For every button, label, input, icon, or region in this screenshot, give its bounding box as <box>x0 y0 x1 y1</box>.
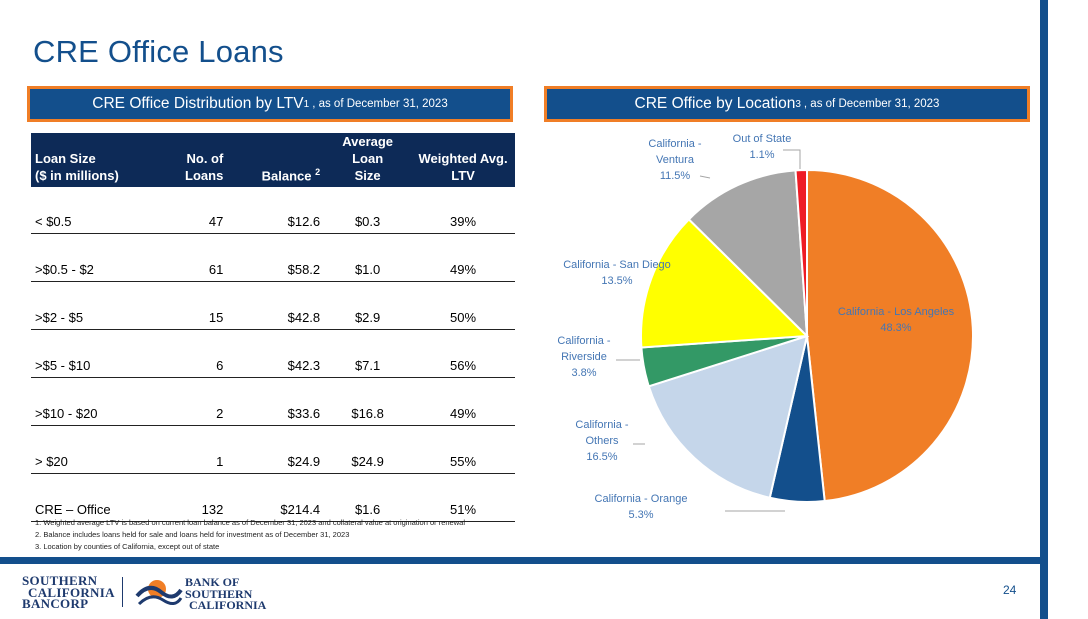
footnote-2: 2. Balance includes loans held for sale … <box>35 530 350 539</box>
table-row: < $0.5 47 $12.6 $0.3 39% <box>31 187 515 234</box>
bottom-accent-bar <box>0 557 1040 564</box>
right-accent-bar <box>1040 0 1048 619</box>
location-pie-chart: California - Los Angeles 48.3% California … <box>557 133 974 521</box>
col-header-avg-loan-size: Average Loan Size <box>324 133 412 187</box>
pie-slice-california-ventura <box>687 169 809 339</box>
col-header-weighted-ltv: Weighted Avg. LTV <box>411 133 515 187</box>
pie-slice-out-of-state <box>794 168 808 337</box>
bank-wave-logo-icon <box>135 580 183 606</box>
ltv-distribution-table: Loan Size ($ in millions) No. of Loans Bal… <box>31 133 515 522</box>
pie-leader-line <box>783 149 801 169</box>
col-header-balance: Balance 2 <box>237 133 325 187</box>
table-row: >$2 - $5 15 $42.8 $2.9 50% <box>31 281 515 330</box>
southern-california-bancorp-logo: SOUTHERN CALIFORNIA BANCORP <box>22 573 115 611</box>
location-header-date: , as of December 31, 2023 <box>803 98 940 110</box>
pie-data-label: Out of State 1.1% <box>733 133 792 161</box>
table-total-row: CRE – Office 132 $214.4 $1.6 51% <box>31 473 515 522</box>
page-number: 24 <box>1003 583 1017 597</box>
location-header-main: CRE Office by Location <box>634 95 796 112</box>
pie-leader-line <box>699 175 711 179</box>
ltv-section-header: CRE Office Distribution by LTV 1, as of D… <box>27 86 513 122</box>
footnote-1: 1. Weighted average LTV is based on curr… <box>35 518 465 527</box>
logo-divider <box>122 577 123 607</box>
ltv-header-date: , as of December 31, 2023 <box>312 98 448 110</box>
table-row: >$5 - $10 6 $42.3 $7.1 56% <box>31 329 515 378</box>
pie-data-label: California -Riverside 3.8% <box>557 335 611 379</box>
col-header-loan-size: Loan Size ($ in millions) <box>31 133 162 187</box>
pie-data-label: California -Ventura 11.5% <box>648 138 702 182</box>
table-row: >$10 - $20 2 $33.6 $16.8 49% <box>31 377 515 426</box>
pie-slice-california-san-diego <box>640 217 810 349</box>
pie-data-label: California - Los Angeles 48.3% <box>838 306 955 334</box>
location-section-header: CRE Office by Location 3, as of December… <box>544 86 1030 122</box>
ltv-header-main: CRE Office Distribution by LTV <box>92 95 304 112</box>
pie-data-label: California -Others 16.5% <box>575 419 629 463</box>
col-header-num-loans: No. of Loans <box>161 133 238 187</box>
table-header-row: Loan Size ($ in millions) No. of Loans Bal… <box>31 133 515 187</box>
table-row: >$0.5 - $2 61 $58.2 $1.0 49% <box>31 233 515 282</box>
pie-slice-california-los-angeles <box>806 168 974 503</box>
table-row: > $20 1 $24.9 $24.9 55% <box>31 425 515 474</box>
bank-of-southern-california-logo: BANK OF SOUTHERN CALIFORNIA <box>185 575 267 612</box>
pie-data-label: California - San Diego 13.5% <box>563 259 671 287</box>
location-header-sup: 3 <box>795 98 801 110</box>
pie-slice-california-others <box>647 334 809 499</box>
page-title: CRE Office Loans <box>33 34 284 69</box>
pie-data-label: California - Orange 5.3% <box>595 493 688 521</box>
footnote-3: 3. Location by counties of California, e… <box>35 542 220 551</box>
ltv-header-sup: 1 <box>303 98 310 110</box>
